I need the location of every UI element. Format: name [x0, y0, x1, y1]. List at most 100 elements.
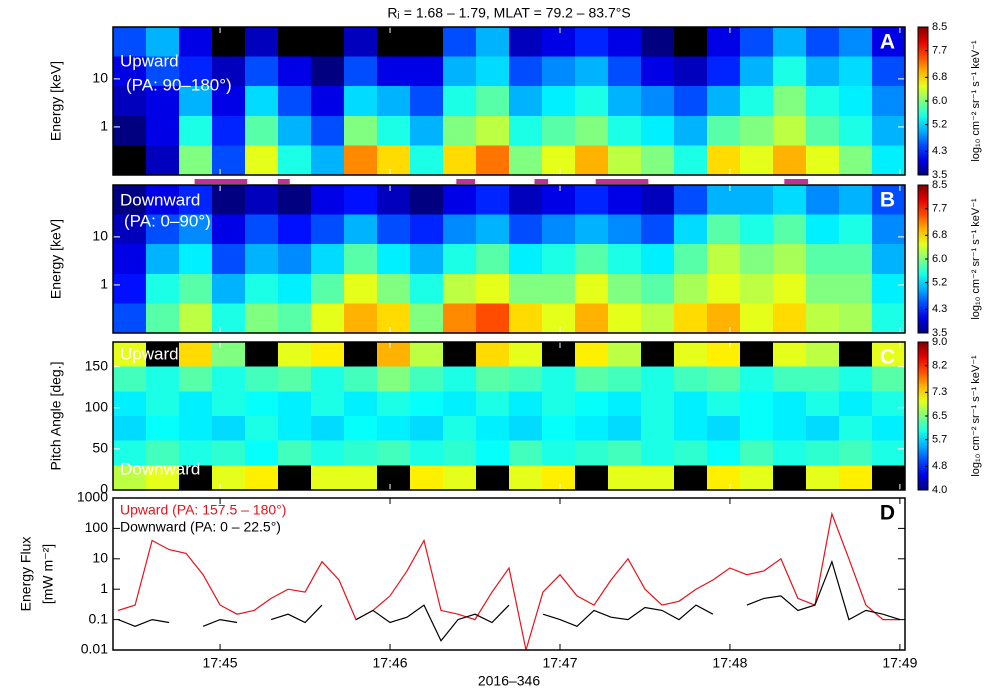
heatmap-cell	[212, 416, 246, 442]
heatmap-cell	[872, 145, 906, 176]
heatmap-cell	[839, 244, 873, 275]
heatmap-cell	[377, 86, 411, 117]
heatmap-cell	[212, 86, 246, 117]
heatmap-cell	[212, 273, 246, 304]
heatmap-cell	[542, 185, 576, 216]
heatmap-cell	[443, 366, 477, 392]
heatmap-cell	[839, 342, 873, 368]
heatmap-cell	[179, 342, 213, 368]
heatmap-cell	[872, 244, 906, 275]
heatmap-cell	[245, 145, 279, 176]
heatmap-cell	[740, 416, 774, 442]
heatmap-cell	[806, 391, 840, 417]
heatmap-cell	[575, 56, 609, 87]
heatmap-cell	[212, 185, 246, 216]
heatmap-cell	[575, 366, 609, 392]
heatmap-cell	[179, 145, 213, 176]
heatmap-cell	[146, 366, 180, 392]
heatmap-cell	[377, 145, 411, 176]
heatmap-cell	[641, 366, 675, 392]
heatmap-cell	[674, 214, 708, 245]
heatmap-cell	[674, 391, 708, 417]
heatmap-cell	[509, 145, 543, 176]
heatmap-cell	[509, 244, 543, 275]
heatmap-cell	[839, 391, 873, 417]
heatmap-cell	[311, 185, 345, 216]
heatmap-cell	[212, 391, 246, 417]
heatmap-cell	[311, 244, 345, 275]
heatmap-cell	[410, 145, 444, 176]
heatmap-cell	[113, 244, 147, 275]
heatmap-cell	[344, 342, 378, 368]
interval-bar	[595, 179, 649, 184]
heatmap-cell	[608, 465, 642, 491]
heatmap-cell	[443, 440, 477, 466]
heatmap-cell	[476, 342, 510, 368]
heatmap-cell	[146, 214, 180, 245]
heatmap-cell	[212, 465, 246, 491]
heatmap-cell	[278, 440, 312, 466]
heatmap-cell	[674, 86, 708, 117]
heatmap-cell	[113, 115, 147, 146]
heatmap-cell	[212, 145, 246, 176]
interval-bar	[277, 179, 290, 184]
heatmap-cell	[773, 391, 807, 417]
heatmap-cell	[443, 56, 477, 87]
heatmap-cell	[476, 391, 510, 417]
heatmap-cell	[245, 416, 279, 442]
heatmap-cell	[179, 214, 213, 245]
heatmap-cell	[179, 391, 213, 417]
y-tick-label: 10	[92, 228, 108, 244]
heatmap-cell	[773, 366, 807, 392]
heatmap-cell	[377, 27, 411, 58]
heatmap-cell	[608, 366, 642, 392]
heatmap-cell	[641, 465, 675, 491]
heatmap-cell	[113, 273, 147, 304]
heatmap-cell	[344, 440, 378, 466]
heatmap-cell	[179, 366, 213, 392]
heatmap-cell	[443, 391, 477, 417]
colorbar-label: log₁₀ cm⁻² sr⁻¹ s⁻¹ keV⁻¹	[970, 355, 982, 477]
heatmap-cell	[641, 185, 675, 216]
heatmap-cell	[113, 465, 147, 491]
heatmap-cell	[278, 366, 312, 392]
heatmap-cell	[476, 56, 510, 87]
heatmap-cell	[707, 391, 741, 417]
heatmap-cell	[707, 366, 741, 392]
heatmap-cell	[542, 273, 576, 304]
heatmap-cell	[179, 115, 213, 146]
heatmap-cell	[575, 440, 609, 466]
heatmap-cell	[608, 273, 642, 304]
heatmap-cell	[377, 303, 411, 334]
heatmap-cell	[773, 185, 807, 216]
x-tick-label: 17:49	[882, 655, 917, 671]
heatmap-cell	[410, 86, 444, 117]
heatmap-cell	[311, 303, 345, 334]
heatmap-cell	[608, 86, 642, 117]
heatmap-cell	[443, 303, 477, 334]
heatmap-cell	[476, 27, 510, 58]
heatmap-cell	[278, 303, 312, 334]
heatmap-cell	[608, 391, 642, 417]
x-tick-label: 17:47	[542, 655, 577, 671]
heatmap-cell	[476, 244, 510, 275]
heatmap-cell	[146, 185, 180, 216]
colorbar-label: log₁₀ cm⁻² sr⁻¹ s⁻¹ keV⁻¹	[970, 40, 982, 162]
heatmap-cell	[674, 56, 708, 87]
heatmap-cell	[641, 342, 675, 368]
x-tick-label: 17:45	[203, 655, 238, 671]
heatmap-cell	[575, 391, 609, 417]
heatmap-cell	[245, 214, 279, 245]
interval-bar	[784, 179, 809, 184]
heatmap-cell	[311, 366, 345, 392]
heatmap-cell	[509, 303, 543, 334]
heatmap-cell	[641, 391, 675, 417]
heatmap-cell	[113, 366, 147, 392]
heatmap-cell	[476, 115, 510, 146]
heatmap-cell	[278, 115, 312, 146]
heatmap-cell	[773, 214, 807, 245]
y-tick-label: 0.1	[89, 610, 109, 626]
heatmap-cell	[443, 27, 477, 58]
colorbar-tick-label: 4.8	[932, 460, 947, 472]
